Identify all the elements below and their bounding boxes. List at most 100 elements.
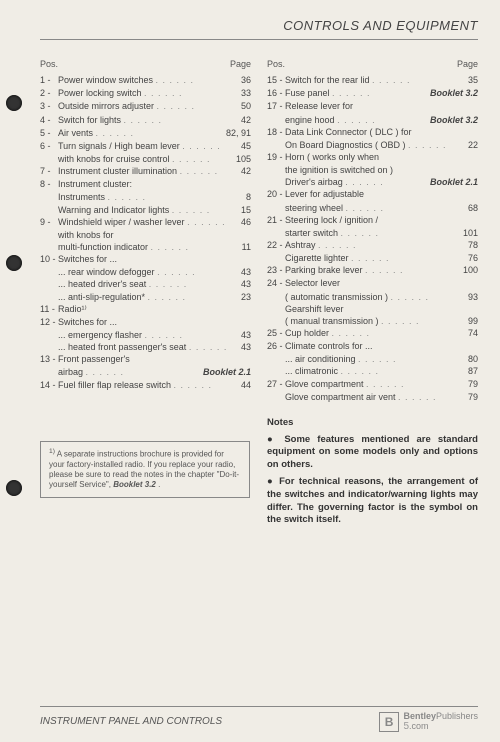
entry-page: 22	[466, 139, 478, 151]
entry-number: 20 -	[267, 188, 285, 200]
entry-page: 101	[461, 227, 478, 239]
entry-label: Cigarette lighter . . . . . .	[285, 252, 466, 264]
entry-label: Outside mirrors adjuster . . . . . .	[58, 100, 239, 112]
entry-page: 15	[239, 204, 251, 216]
column-header: Pos. Page	[267, 58, 478, 70]
entry-page: 68	[466, 202, 478, 214]
index-entry: 17 -Release lever for	[267, 100, 478, 112]
index-subentry: engine hood . . . . . . Booklet 3.2	[267, 114, 478, 126]
entry-label: Data Link Connector ( DLC ) for	[285, 126, 478, 138]
index-subentry: Glove compartment air vent . . . . . . 7…	[267, 391, 478, 403]
brand-name: Bentley	[403, 711, 436, 721]
index-subentry: ... anti-slip-regulation* . . . . . . 23	[40, 291, 251, 303]
entry-page: 8	[244, 191, 251, 203]
entry-label: Air vents . . . . . .	[58, 127, 224, 139]
entry-label: Steering lock / ignition /	[285, 214, 478, 226]
index-columns: Pos. Page 1 -Power window switches . . .…	[40, 58, 478, 527]
entry-page: 23	[239, 291, 251, 303]
index-entry: 7 -Instrument cluster illumination . . .…	[40, 165, 251, 177]
footnote-marker: 1)	[49, 448, 55, 455]
entry-number: 9 -	[40, 216, 58, 228]
index-subentry: airbag . . . . . . Booklet 2.1	[40, 366, 251, 378]
entry-label: Switches for ...	[58, 316, 251, 328]
index-subentry: multi-function indicator . . . . . . 11	[40, 241, 251, 253]
index-subentry: ... climatronic . . . . . . 87	[267, 365, 478, 377]
entry-label: Glove compartment air vent . . . . . .	[285, 391, 466, 403]
index-entry: 3 -Outside mirrors adjuster . . . . . . …	[40, 100, 251, 112]
entry-label: ... heated driver's seat . . . . . .	[58, 278, 239, 290]
entry-page: 45	[239, 140, 251, 152]
entry-number: 10 -	[40, 253, 58, 265]
entry-number: 22 -	[267, 239, 285, 251]
index-entry: 9 -Windshield wiper / washer lever . . .…	[40, 216, 251, 228]
entry-page: 36	[239, 74, 251, 86]
entry-page: 87	[466, 365, 478, 377]
index-entry: 16 -Fuse panel . . . . . . Booklet 3.2	[267, 87, 478, 99]
index-subentry: Cigarette lighter . . . . . . 76	[267, 252, 478, 264]
page-label: Page	[457, 58, 478, 70]
index-subentry: Gearshift lever	[267, 303, 478, 315]
entry-label: ... rear window defogger . . . . . .	[58, 266, 239, 278]
entry-number: 13 -	[40, 353, 58, 365]
entry-label: Front passenger's	[58, 353, 251, 365]
entry-label: Fuse panel . . . . . .	[285, 87, 428, 99]
entry-page: 43	[239, 278, 251, 290]
index-subentry: Driver's airbag . . . . . . Booklet 2.1	[267, 176, 478, 188]
entry-number: 3 -	[40, 100, 58, 112]
entry-page: 11	[240, 241, 251, 253]
entry-label: Release lever for	[285, 100, 478, 112]
notes-p1: ● Some features mentioned are standard e…	[267, 434, 478, 472]
left-column: Pos. Page 1 -Power window switches . . .…	[40, 58, 251, 527]
entry-label: Radio¹⁾	[58, 303, 251, 315]
index-subentry: ( manual transmission ) . . . . . . 99	[267, 315, 478, 327]
entry-number: 18 -	[267, 126, 285, 138]
entry-number: 25 -	[267, 327, 285, 339]
entry-label: Switch for lights . . . . . .	[58, 114, 239, 126]
entry-page: Booklet 2.1	[201, 366, 251, 378]
index-subentry: ... air conditioning . . . . . . 80	[267, 353, 478, 365]
entry-label: Warning and Indicator lights . . . . . .	[58, 204, 239, 216]
entry-label: engine hood . . . . . .	[285, 114, 428, 126]
entry-number: 15 -	[267, 74, 285, 86]
entry-page: 74	[466, 327, 478, 339]
index-entry: 19 -Horn ( works only when	[267, 151, 478, 163]
entry-label: Power locking switch . . . . . .	[58, 87, 239, 99]
pos-label: Pos.	[267, 58, 285, 70]
index-entry: 2 -Power locking switch . . . . . . 33	[40, 87, 251, 99]
entry-number: 17 -	[267, 100, 285, 112]
entry-page: 35	[466, 74, 478, 86]
entry-label: Lever for adjustable	[285, 188, 478, 200]
entry-page: 105	[234, 153, 251, 165]
publisher-logo: B BentleyPublishers 5.com	[379, 711, 478, 732]
index-entry: 27 -Glove compartment . . . . . . 79	[267, 378, 478, 390]
entry-page: 79	[466, 378, 478, 390]
index-subentry: the ignition is switched on )	[267, 164, 478, 176]
entry-page: 43	[239, 329, 251, 341]
index-subentry: ... heated driver's seat . . . . . . 43	[40, 278, 251, 290]
right-column: Pos. Page 15 -Switch for the rear lid . …	[267, 58, 478, 527]
binder-hole	[6, 95, 22, 111]
entry-label: with knobs for cruise control . . . . . …	[58, 153, 234, 165]
index-entry: 6 -Turn signals / High beam lever . . . …	[40, 140, 251, 152]
entry-page: Booklet 2.1	[428, 176, 478, 188]
index-entry: 22 -Ashtray . . . . . . 78	[267, 239, 478, 251]
index-subentry: ... emergency flasher . . . . . . 43	[40, 329, 251, 341]
entry-label: Selector lever	[285, 277, 478, 289]
entry-number: 5 -	[40, 127, 58, 139]
entry-number: 1 -	[40, 74, 58, 86]
index-entry: 23 -Parking brake lever . . . . . . 100	[267, 264, 478, 276]
entry-label: Instrument cluster:	[58, 178, 251, 190]
entry-label: Power window switches . . . . . .	[58, 74, 239, 86]
index-entry: 12 -Switches for ...	[40, 316, 251, 328]
index-entry: 14 -Fuel filler flap release switch . . …	[40, 379, 251, 391]
entry-label: airbag . . . . . .	[58, 366, 201, 378]
header-title: CONTROLS AND EQUIPMENT	[40, 18, 478, 40]
pos-label: Pos.	[40, 58, 58, 70]
index-subentry: Instruments . . . . . . 8	[40, 191, 251, 203]
entry-label: Glove compartment . . . . . .	[285, 378, 466, 390]
entry-number: 2 -	[40, 87, 58, 99]
index-entry: 18 -Data Link Connector ( DLC ) for	[267, 126, 478, 138]
publisher-word: Publishers	[436, 711, 478, 721]
entry-label: multi-function indicator . . . . . .	[58, 241, 240, 253]
index-entry: 21 -Steering lock / ignition /	[267, 214, 478, 226]
